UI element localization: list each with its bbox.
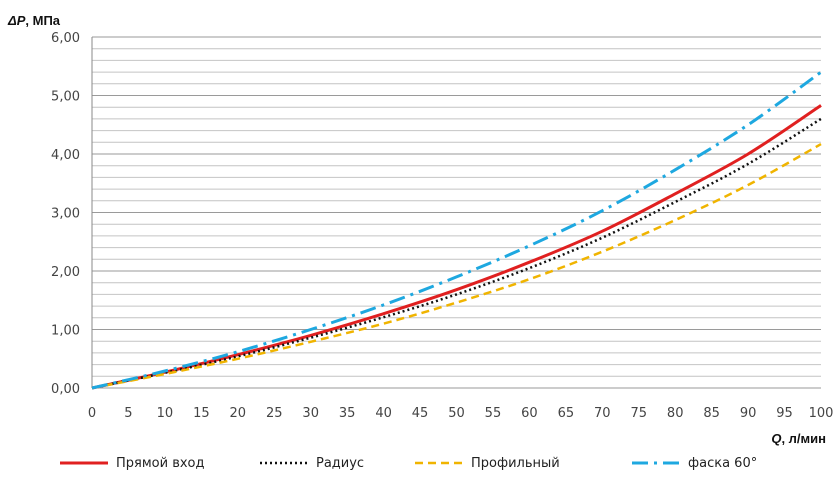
x-tick-label: 75 bbox=[630, 406, 647, 421]
y-tick-label: 6,00 bbox=[51, 31, 80, 46]
x-axis-ticks: 0 5 10 15 20 25 30 35 40 45 50 55 60 65 70 75 80 85 90 95 10… bbox=[88, 406, 834, 421]
y-tick-label: 5,00 bbox=[51, 90, 80, 105]
x-tick-label: 95 bbox=[776, 406, 793, 421]
x-tick-label: 45 bbox=[412, 406, 429, 421]
y-tick-label: 3,00 bbox=[51, 207, 80, 222]
y-axis-ticks: 0,00 1,00 2,00 3,00 4,00 5,00 6,00 bbox=[51, 31, 80, 397]
x-tick-label: 10 bbox=[157, 406, 174, 421]
x-tick-label: 30 bbox=[302, 406, 319, 421]
x-axis-label-symbol: Q bbox=[771, 431, 781, 446]
x-tick-label: 0 bbox=[88, 406, 96, 421]
x-axis-label-unit: , л/мин bbox=[781, 431, 826, 446]
legend-label: Радиус bbox=[316, 456, 364, 471]
grid bbox=[91, 36, 821, 389]
y-axis-label-symbol: ΔP bbox=[7, 13, 26, 28]
plot-series bbox=[91, 70, 822, 390]
x-tick-label: 90 bbox=[740, 406, 757, 421]
x-tick-label: 100 bbox=[809, 406, 834, 421]
legend-label: Профильный bbox=[471, 456, 560, 471]
legend-label: фаска 60° bbox=[688, 456, 757, 471]
x-axis-label: Q, л/мин bbox=[771, 431, 826, 446]
x-tick-label: 20 bbox=[230, 406, 247, 421]
x-tick-label: 55 bbox=[485, 406, 502, 421]
series-line bbox=[91, 143, 822, 390]
x-tick-label: 35 bbox=[339, 406, 356, 421]
y-tick-label: 0,00 bbox=[51, 382, 80, 397]
series-line bbox=[91, 104, 822, 390]
x-tick-label: 40 bbox=[375, 406, 392, 421]
legend: Прямой вход Радиус Профильный фаска 60° bbox=[60, 456, 757, 471]
y-tick-label: 1,00 bbox=[51, 324, 80, 339]
series-line bbox=[91, 117, 822, 390]
legend-label: Прямой вход bbox=[116, 456, 205, 471]
y-axis-label: ΔP, МПа bbox=[7, 13, 61, 28]
y-tick-label: 2,00 bbox=[51, 265, 80, 280]
x-tick-label: 50 bbox=[448, 406, 465, 421]
x-tick-label: 65 bbox=[558, 406, 575, 421]
x-tick-label: 5 bbox=[124, 406, 132, 421]
x-tick-label: 80 bbox=[667, 406, 684, 421]
x-tick-label: 60 bbox=[521, 406, 538, 421]
y-axis-label-unit: , МПа bbox=[25, 13, 60, 28]
x-tick-label: 70 bbox=[594, 406, 611, 421]
y-tick-label: 4,00 bbox=[51, 148, 80, 163]
x-tick-label: 25 bbox=[266, 406, 283, 421]
x-tick-label: 85 bbox=[703, 406, 720, 421]
x-tick-label: 15 bbox=[193, 406, 210, 421]
series-line bbox=[91, 70, 822, 390]
